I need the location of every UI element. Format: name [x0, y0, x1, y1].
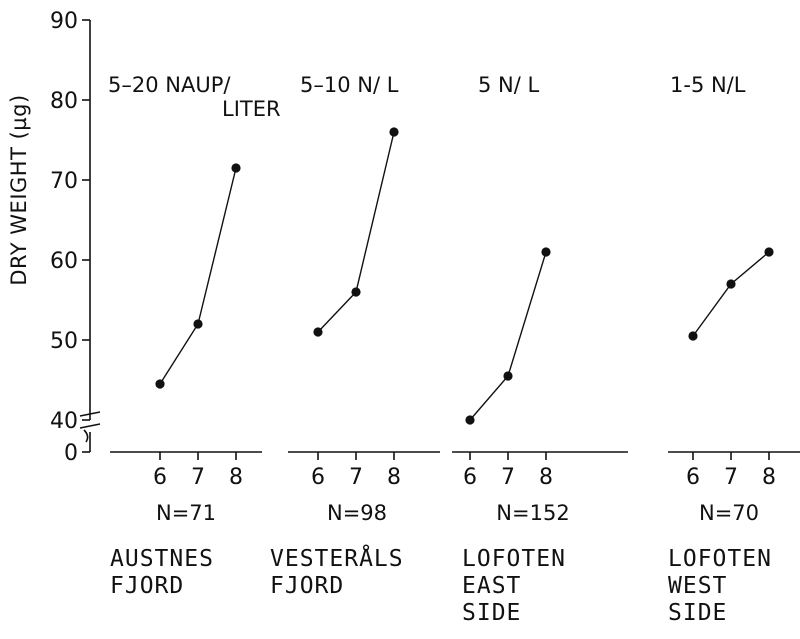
data-point	[351, 287, 361, 297]
data-point	[503, 371, 513, 381]
x-tick-label: 7	[501, 465, 515, 490]
y-tick-label: 90	[50, 9, 78, 34]
data-point	[231, 163, 241, 173]
series-line	[692, 251, 770, 337]
data-point	[764, 247, 774, 257]
data-point	[465, 415, 475, 425]
n-label: N=152	[496, 501, 569, 525]
n-label: N=70	[699, 501, 759, 525]
site-label: WEST	[668, 573, 727, 599]
data-point	[389, 127, 399, 137]
site-label: EAST	[462, 573, 521, 599]
data-point	[541, 247, 551, 257]
site-label: AUSTNES	[110, 546, 214, 572]
density-label: 5–20 NAUP/	[108, 73, 231, 97]
site-label: LOFOTEN	[668, 546, 772, 572]
series-line	[469, 251, 547, 421]
y-tick-label: 80	[50, 89, 78, 114]
density-label: 5–10 N/ L	[300, 73, 399, 97]
y-tick-label: 60	[50, 249, 78, 274]
x-tick-label: 6	[153, 465, 167, 490]
site-label: LOFOTEN	[462, 546, 566, 572]
x-tick-label: 7	[349, 465, 363, 490]
x-tick-label: 8	[762, 465, 776, 490]
x-tick-label: 6	[686, 465, 700, 490]
x-tick-label: 8	[539, 465, 553, 490]
x-tick-label: 7	[191, 465, 205, 490]
y-tick-label: 70	[50, 169, 78, 194]
n-label: N=71	[156, 501, 216, 525]
data-point	[313, 327, 323, 337]
n-label: N=98	[327, 501, 387, 525]
site-label: FJORD	[110, 573, 184, 599]
y-ticks: 90 80 70 60 50 40 0	[50, 9, 90, 466]
y-axis: 90 80 70 60 50 40 0 DRY WEIGHT (µg)	[7, 9, 101, 466]
series-line	[317, 131, 395, 333]
density-label: 1-5 N/L	[670, 73, 746, 97]
x-tick-label: 6	[463, 465, 477, 490]
data-point	[726, 279, 736, 289]
y-axis-break-mark	[79, 411, 101, 443]
y-tick-label: 40	[50, 409, 78, 434]
x-tick-label: 8	[387, 465, 401, 490]
x-tick-label: 8	[229, 465, 243, 490]
site-label: SIDE	[462, 600, 521, 626]
x-tick-label: 7	[724, 465, 738, 490]
data-point	[688, 331, 698, 341]
site-label: VESTERÅLS	[270, 544, 404, 572]
data-point	[155, 379, 165, 389]
y-tick-label: 50	[50, 329, 78, 354]
series-line	[159, 167, 237, 385]
y-tick-label: 0	[64, 441, 78, 466]
data-point	[193, 319, 203, 329]
site-label: SIDE	[668, 600, 727, 626]
density-label: 5 N/ L	[478, 73, 539, 97]
x-tick-label: 6	[311, 465, 325, 490]
y-axis-label: DRY WEIGHT (µg)	[7, 94, 31, 285]
site-label: FJORD	[270, 573, 344, 599]
density-label: LITER	[222, 97, 281, 121]
